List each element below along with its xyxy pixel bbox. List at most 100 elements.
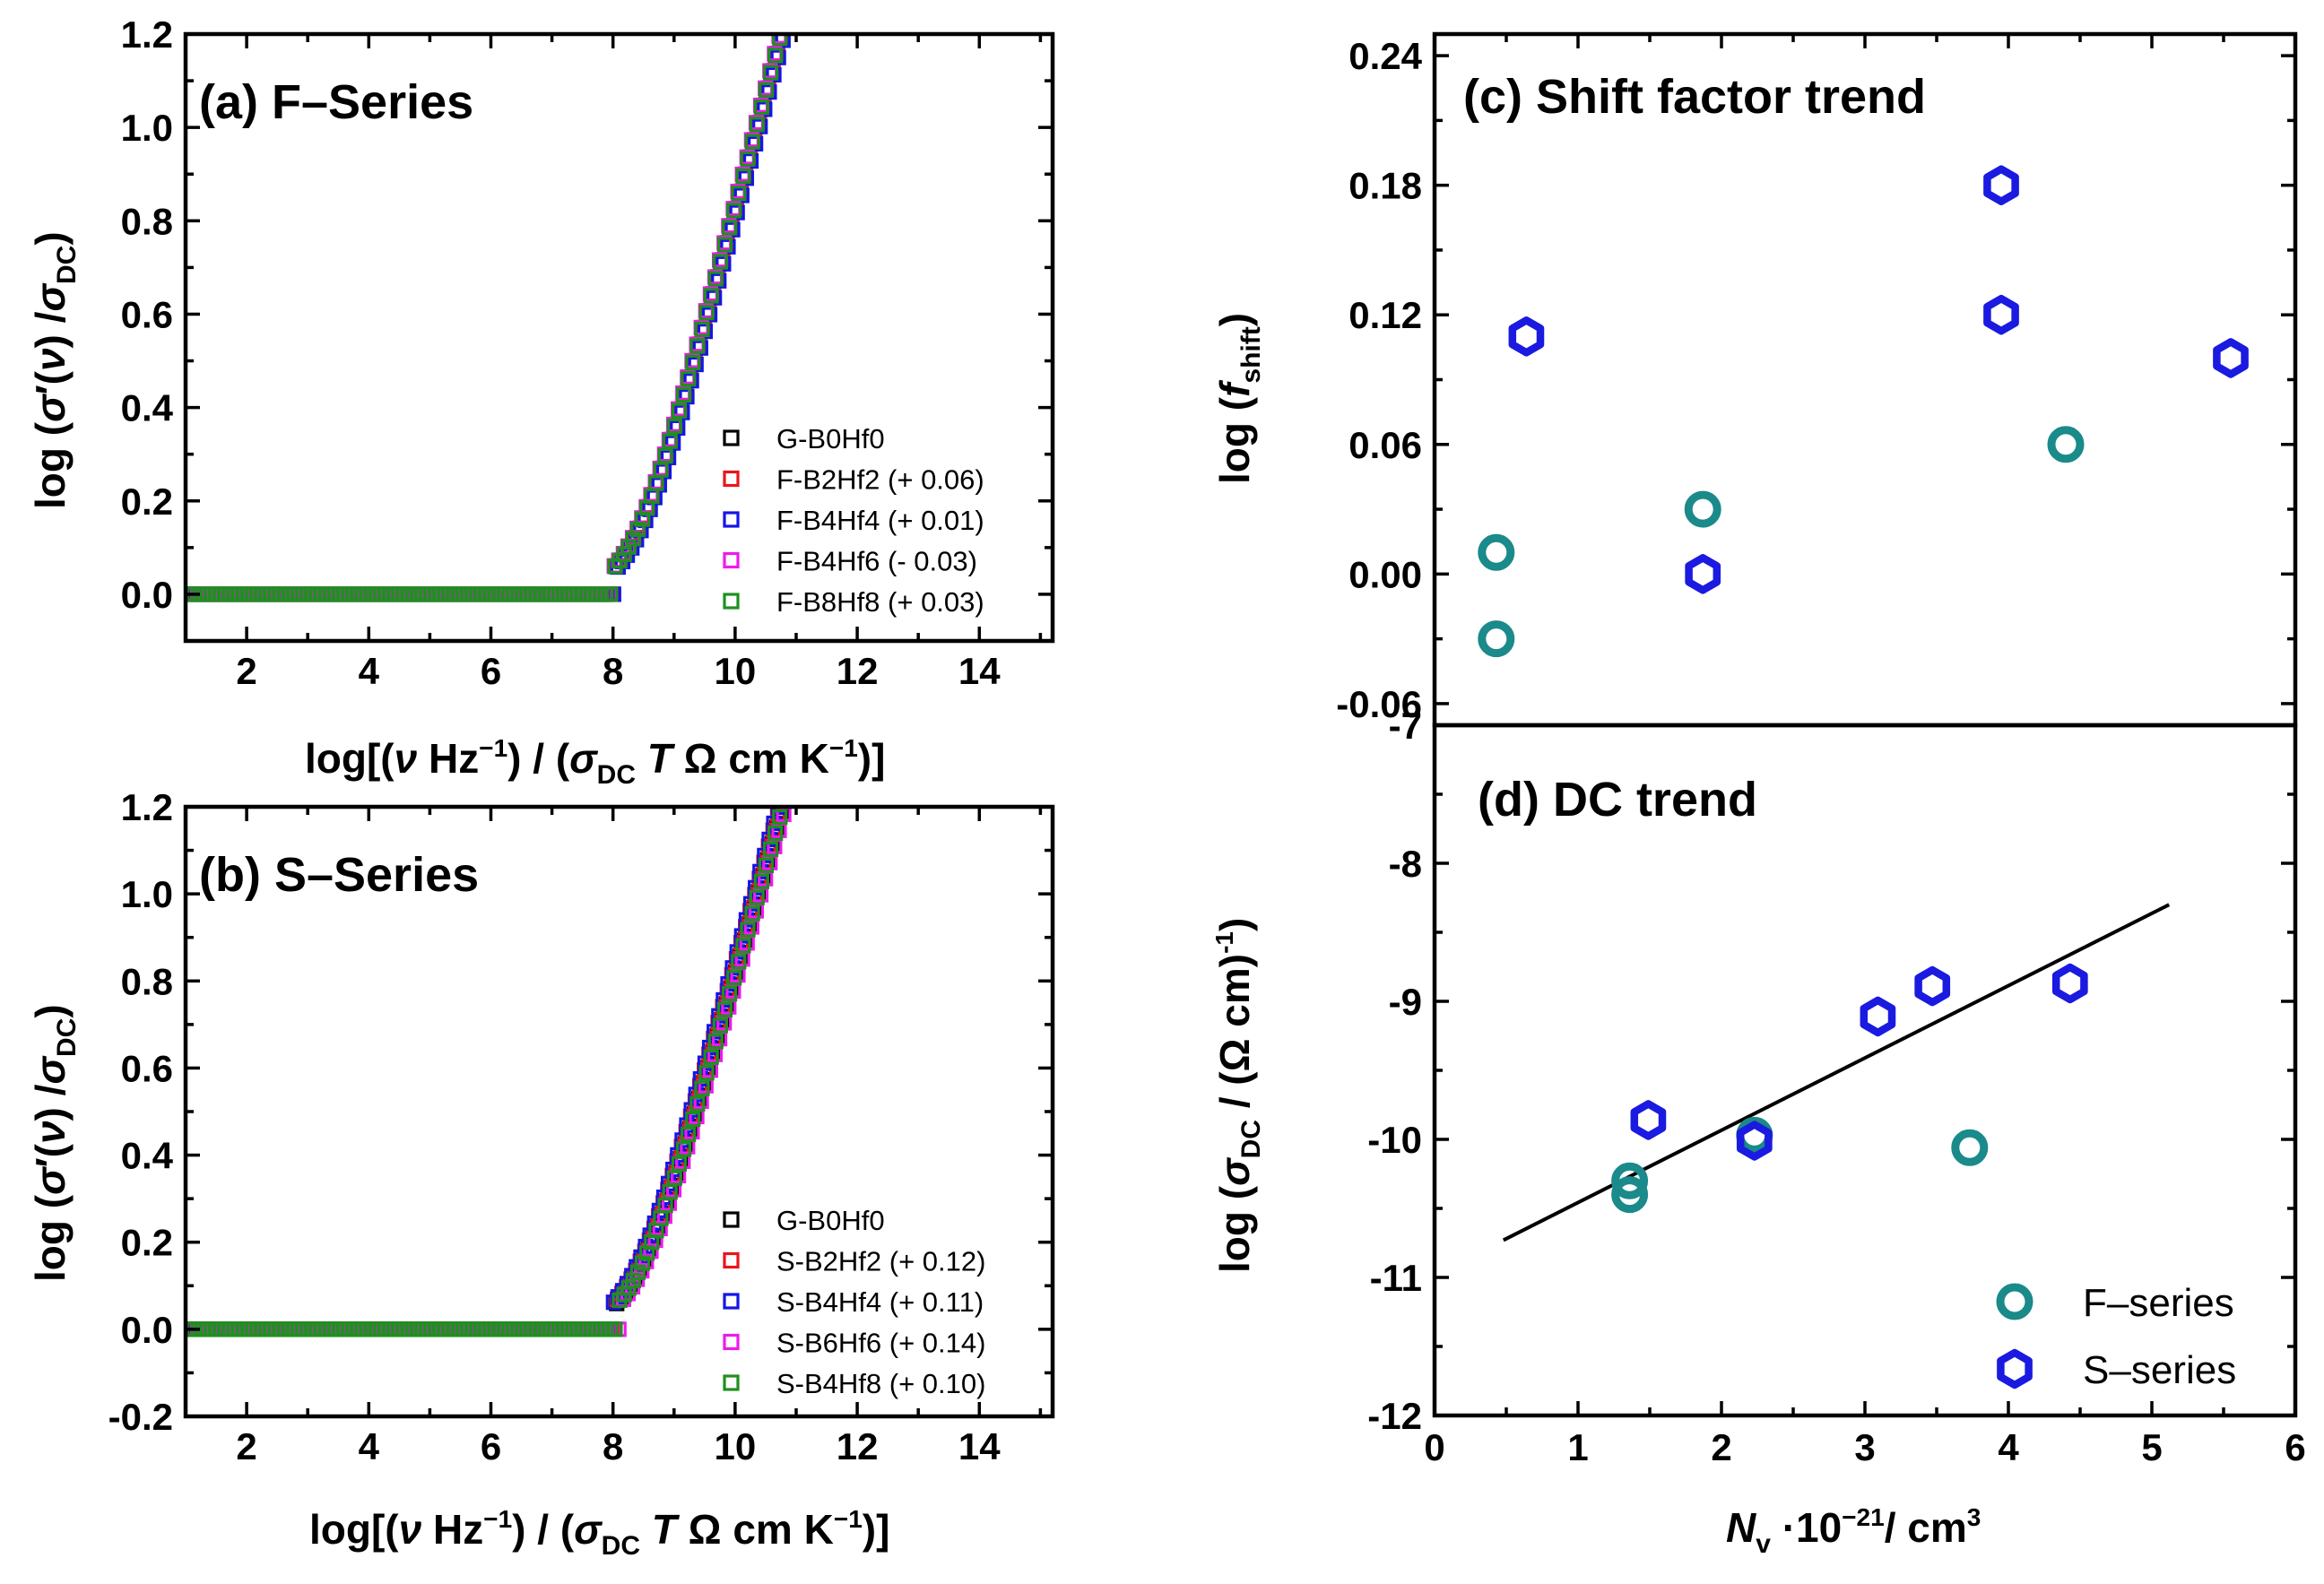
data-point [731,954,747,970]
data-point [753,100,769,116]
data-point [701,307,718,323]
x-tick-label: 1 [1567,1426,1588,1468]
data-point [762,841,779,857]
data-point [758,82,775,98]
data-point [675,386,692,403]
x-tick-label: 12 [837,1425,879,1467]
data-point [749,117,765,133]
panel-c-ylabel: log (fshift) [1211,313,1266,484]
x-tick-label: 14 [958,650,1001,692]
panel-a-frame [183,31,1055,644]
panel-a-xlabel: log[(ν Hz−1) / (σDC T Ω cm K−1)] [305,734,885,790]
x-tick-label: 14 [958,1425,1001,1467]
y-tick-label: 0.12 [1348,294,1422,336]
x-tick-label: 2 [236,1425,256,1467]
data-point [694,1080,710,1096]
panel-b-legend: G-B0Hf0 S-B2Hf2 (+ 0.12) S-B4Hf4 (+ 0.11) S… [723,1205,985,1399]
y-tick-label: -7 [1389,705,1422,747]
data-point [748,135,764,151]
data-point [766,66,782,83]
panel-d-fit [1502,903,2171,1242]
data-point [757,101,773,117]
marks-clip-group [186,807,793,1337]
panel-b-xlabel: log[(ν Hz−1) / (σDC T Ω cm K−1)] [309,1505,889,1561]
legend-label: F-B4Hf4 (+ 0.01) [776,505,984,536]
panel-a-legend: G-B0Hf0 F-B2Hf2 (+ 0.06) F-B4Hf4 (+ 0.01) F… [723,423,984,618]
legend-label: S-B4Hf8 (+ 0.10) [776,1368,985,1399]
data-point [694,321,710,338]
data-point [688,356,704,373]
data-point [681,1126,697,1142]
data-point [752,118,768,134]
hexagon-marker [1983,165,2019,205]
y-tick-label: -9 [1389,981,1422,1023]
circle-marker [1611,1176,1649,1214]
data-point [731,186,747,202]
x-tick-label: 2 [236,650,256,692]
y-tick-label: 0.4 [121,1135,174,1177]
circle-marker [1478,620,1515,658]
panel-d-ylabel: log (σDC / (Ω cm)-1) [1210,918,1266,1273]
data-point [722,220,738,236]
y-tick-label: 0.2 [121,480,173,523]
y-tick-label: 1.0 [121,873,173,915]
y-tick-label: 0.2 [121,1222,173,1264]
data-point [707,290,723,306]
data-point [657,447,673,464]
panel-d-xlabel: Nv ·10−21/ cm3 [1726,1503,1981,1559]
legend-label: S-B4Hf4 (+ 0.11) [776,1286,984,1318]
data-point [707,1034,724,1050]
data-point [778,14,791,27]
hexagon-marker [1997,1348,2033,1389]
data-point [781,13,793,25]
y-tick-label: 1.0 [121,107,173,149]
hexagon-marker [1860,996,1896,1037]
data-point [762,65,779,81]
data-point [712,1017,729,1034]
panel-b-ticks: 2 4 6 8 10 12 14 -0.2 0.0 0.2 0.4 0.6 0.8 1.0 1.2 [108,786,1053,1467]
hexagon-marker [1685,554,1721,594]
x-tick-label: 4 [1998,1426,2019,1468]
y-tick-label: -8 [1389,843,1422,885]
y-tick-label: 1.2 [121,13,173,56]
data-point [761,84,777,100]
data-point [634,1255,651,1271]
data-point [758,857,775,873]
x-tick-label: 4 [359,1425,380,1467]
data-point [685,354,701,370]
y-tick-label: -12 [1367,1395,1422,1437]
panel-c-frame [1432,31,2298,728]
data-point [643,1243,659,1259]
y-tick-label: 0.6 [121,1047,173,1089]
data-point [726,970,742,986]
data-point [722,985,738,1002]
x-tick-label: 6 [481,650,501,692]
data-point [703,288,719,304]
data-point [620,539,637,555]
legend-label: F-B8Hf8 (+ 0.03) [776,586,984,618]
data-point [735,168,751,185]
panel-a-ylabel: log (σ′(ν) /σDC) [27,231,82,509]
linear-fit-line [1502,903,2171,1242]
x-tick-label: 8 [603,650,623,692]
panel-d-title: (d) DC trend [1478,773,1757,827]
data-point [698,1065,715,1081]
data-point [740,151,756,167]
circle-marker [1684,490,1721,528]
data-point [607,1321,623,1337]
data-point [671,402,688,419]
y-tick-label: 0.8 [121,960,173,1002]
legend-label: F–series [2083,1281,2234,1325]
panel-a-ticks: 2 4 6 8 10 12 14 0.0 0.2 0.4 0.6 0.8 1.0 1.2 [121,13,1053,692]
data-point [772,809,788,826]
data-point [675,1141,692,1157]
data-point [689,338,706,354]
data-point [681,370,697,387]
y-tick-label: -10 [1367,1119,1422,1161]
data-point [742,152,759,169]
legend-marker [723,429,740,446]
legend-marker [723,551,740,569]
legend-marker [723,1333,740,1351]
panel-d-marks [1611,963,2088,1214]
